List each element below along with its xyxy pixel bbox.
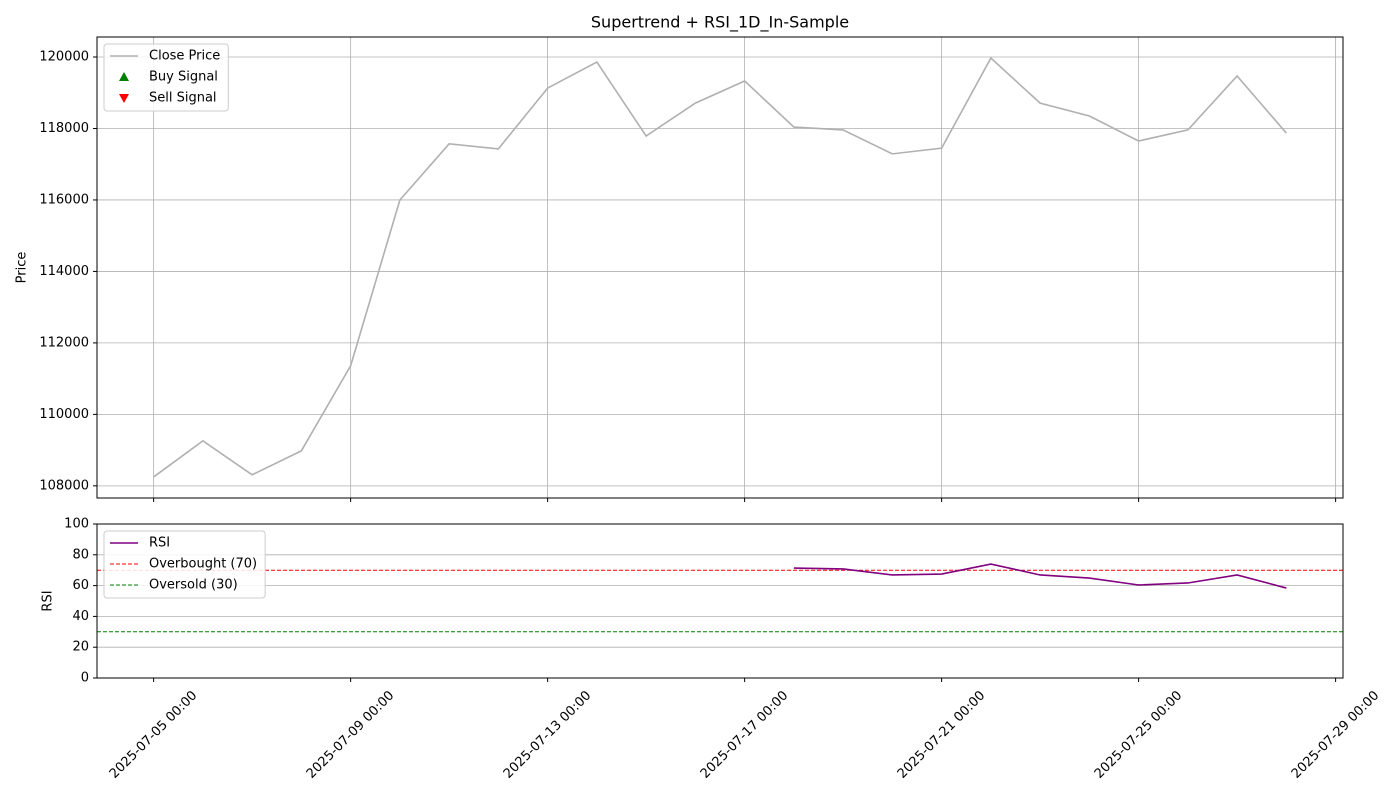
y-axis-label: RSI	[41, 590, 56, 611]
y-tick-label: 118000	[39, 121, 89, 136]
x-tick-label: 2025-07-21 00:00	[895, 688, 988, 781]
legend-label: Buy Signal	[149, 70, 218, 85]
y-tick-label: 20	[72, 640, 89, 655]
axes-frame	[96, 36, 1344, 499]
y-tick-label: 110000	[39, 407, 89, 422]
y-tick-label: 60	[72, 578, 89, 593]
x-tick-label: 2025-07-29 00:00	[1289, 688, 1382, 781]
y-tick-label: 116000	[39, 192, 89, 207]
legend: RSI Overbought (70) Oversold (30)	[103, 530, 266, 599]
y-tick-label: 114000	[39, 264, 89, 279]
axes-frame	[96, 523, 1344, 679]
legend-label: Close Price	[149, 49, 220, 64]
x-tick-label: 2025-07-17 00:00	[698, 688, 791, 781]
legend-marker	[119, 94, 129, 103]
legend-label: Overbought (70)	[149, 557, 257, 572]
series-line	[153, 56, 1287, 478]
series-line	[793, 563, 1287, 589]
y-tick-label: 40	[72, 609, 89, 624]
x-tick-label: 2025-07-25 00:00	[1092, 688, 1185, 781]
y-tick-label: 100	[64, 517, 89, 532]
y-tick-label: 80	[72, 547, 89, 562]
legend-frame	[103, 530, 266, 599]
y-tick-label: 112000	[39, 335, 89, 350]
legend-label: Sell Signal	[149, 91, 217, 106]
y-axis-label: Price	[15, 252, 30, 284]
legend: Close Price Buy Signal Sell Signal	[103, 43, 229, 112]
legend-marker	[119, 72, 129, 81]
x-tick-label: 2025-07-13 00:00	[501, 688, 594, 781]
x-tick-label: 2025-07-05 00:00	[107, 688, 200, 781]
chart-title: Supertrend + RSI_1D_In-Sample	[591, 13, 849, 33]
legend-label: Oversold (30)	[149, 578, 238, 593]
y-tick-label: 0	[81, 671, 89, 686]
legend-label: RSI	[149, 536, 170, 551]
y-tick-label: 108000	[39, 478, 89, 493]
x-tick-label: 2025-07-09 00:00	[304, 688, 397, 781]
legend-frame	[103, 43, 229, 112]
y-tick-label: 120000	[39, 50, 89, 65]
